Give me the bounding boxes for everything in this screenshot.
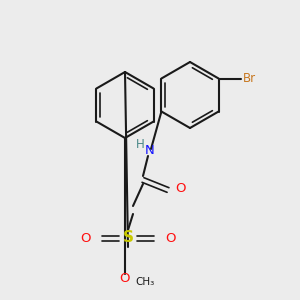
Text: O: O [175,182,185,196]
Text: Br: Br [243,72,256,85]
Text: O: O [165,232,175,244]
Text: H: H [136,137,144,151]
Text: CH₃: CH₃ [135,277,154,287]
Text: O: O [120,272,130,284]
Text: S: S [122,230,134,245]
Text: O: O [80,232,91,244]
Text: N: N [145,145,155,158]
